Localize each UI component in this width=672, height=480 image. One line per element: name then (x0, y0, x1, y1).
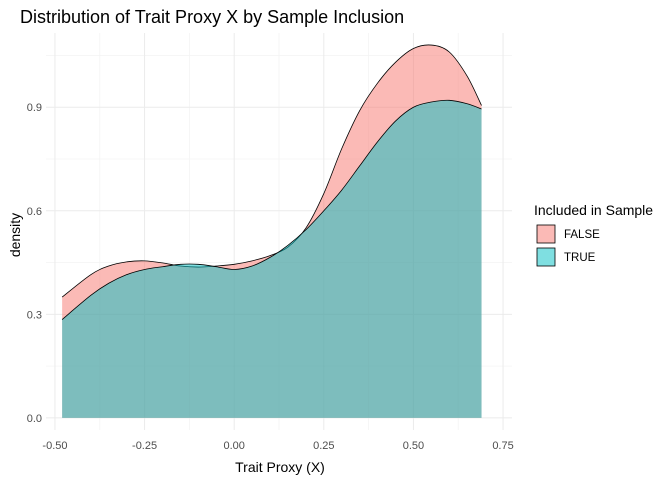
x-axis-title: Trait Proxy (X) (235, 459, 325, 475)
chart-title: Distribution of Trait Proxy X by Sample … (20, 7, 404, 27)
x-tick-label: 0.75 (492, 440, 513, 452)
legend: Included in Sample FALSE TRUE (534, 202, 653, 267)
y-tick-label: 0.3 (27, 309, 42, 321)
y-axis-title: density (7, 213, 23, 257)
x-tick-label: -0.50 (42, 440, 67, 452)
x-tick-label: 0.00 (223, 440, 244, 452)
x-tick-label: 0.25 (313, 440, 334, 452)
x-axis-ticks: -0.50 -0.25 0.00 0.25 0.50 0.75 (42, 440, 513, 452)
density-areas (61, 44, 482, 418)
legend-label-false: FALSE (564, 229, 600, 241)
density-area-true (62, 100, 482, 418)
legend-key-true (536, 247, 556, 267)
x-tick-label: 0.50 (403, 440, 424, 452)
legend-title: Included in Sample (534, 202, 653, 218)
y-axis-ticks: 0.0 0.3 0.6 0.9 (27, 102, 42, 425)
legend-label-true: TRUE (564, 252, 596, 264)
y-tick-label: 0.6 (27, 206, 42, 218)
y-tick-label: 0.9 (27, 102, 42, 114)
legend-key-false (536, 224, 556, 244)
density-line-true (61, 99, 482, 320)
y-tick-label: 0.0 (27, 413, 42, 425)
x-tick-label: -0.25 (132, 440, 157, 452)
